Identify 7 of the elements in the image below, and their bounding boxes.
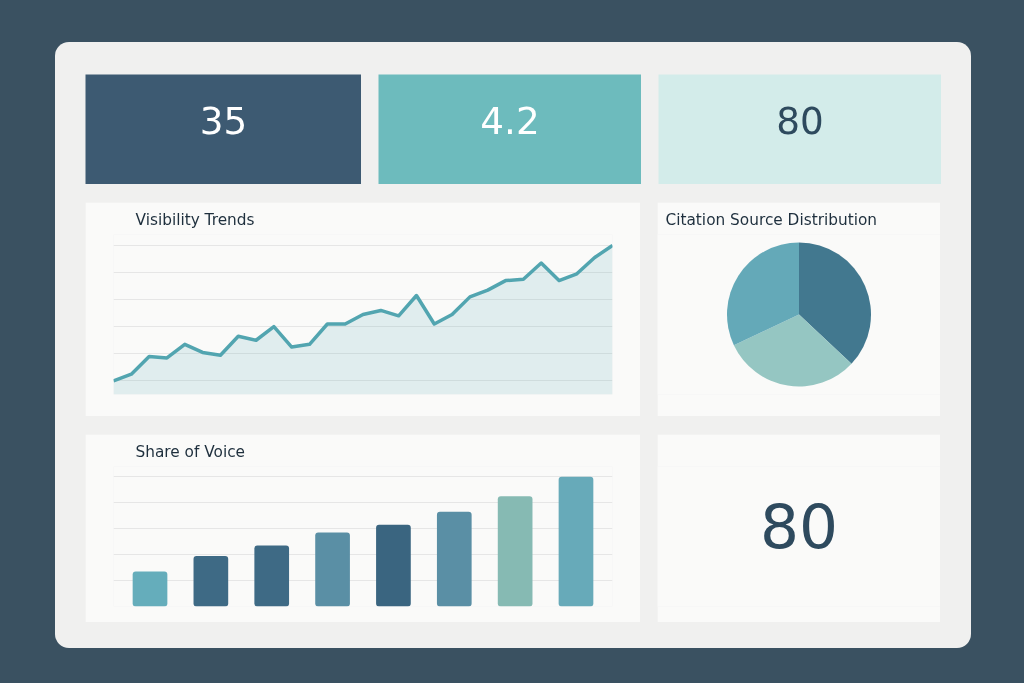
text: 80 xyxy=(776,99,824,144)
chart-title: Share of Voice xyxy=(135,442,246,461)
text: 4.2 xyxy=(480,99,540,144)
chart-title: Citation Source Distribution xyxy=(665,210,878,229)
text: 35 xyxy=(199,99,248,144)
chart-title: Visibility Trends xyxy=(135,210,255,229)
text: 80 xyxy=(759,490,839,562)
